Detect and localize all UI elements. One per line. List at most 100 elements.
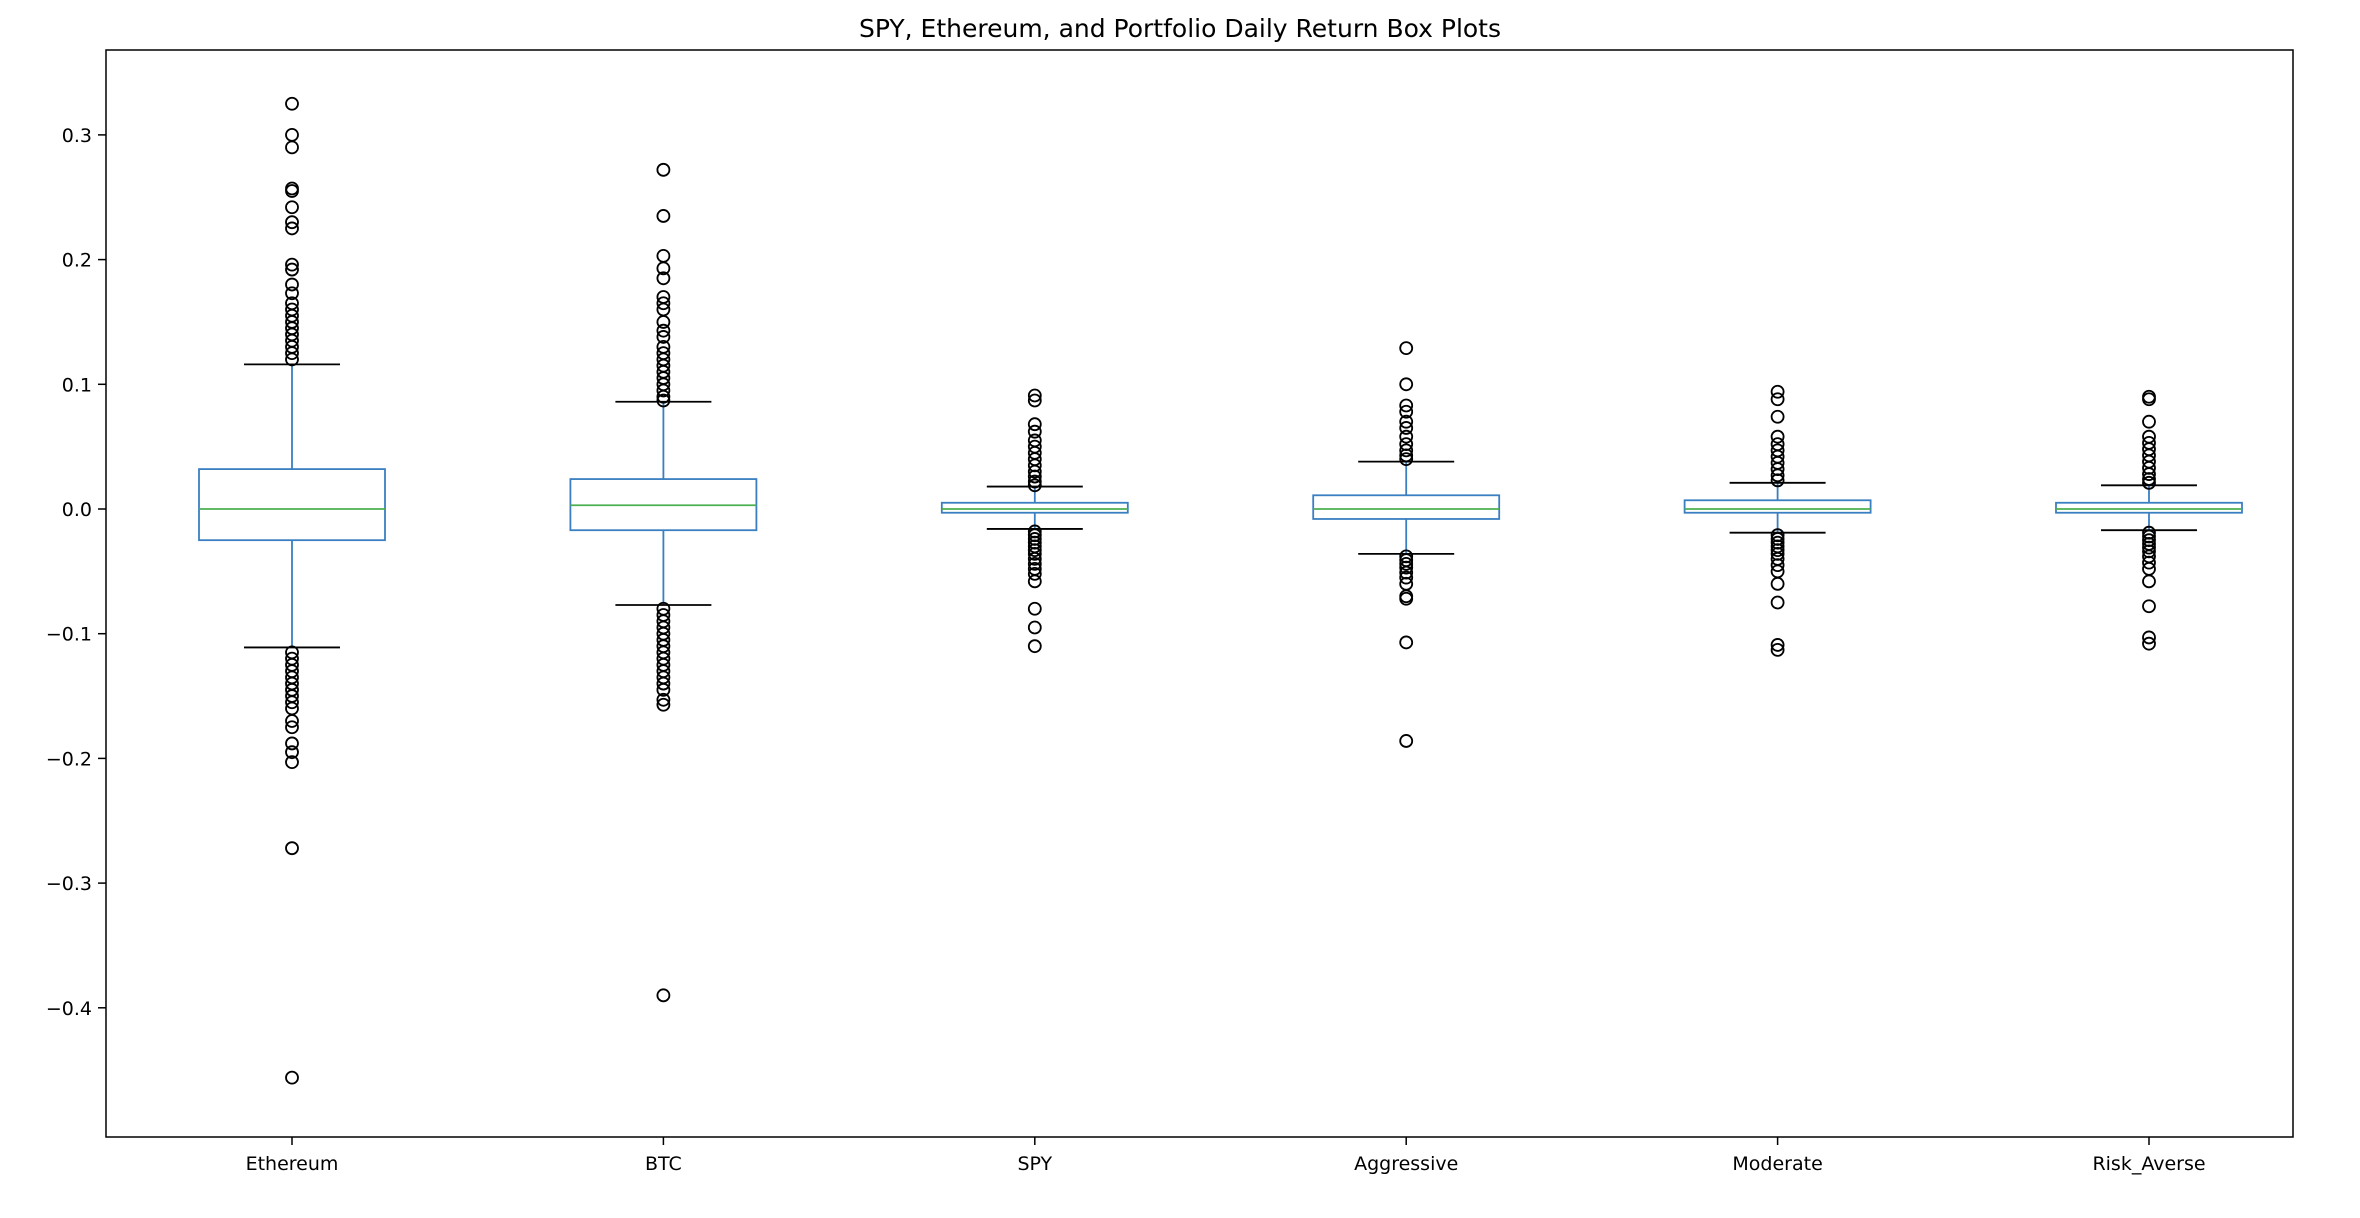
flier-point <box>1399 429 1414 444</box>
flier-point <box>285 127 299 142</box>
iqr-box <box>1683 499 1872 514</box>
flier-point <box>656 162 671 177</box>
flier-point <box>1770 595 1785 610</box>
flier-point <box>1027 566 1042 581</box>
flier-point <box>285 96 299 111</box>
flier-point <box>656 692 671 707</box>
box-btc <box>569 162 758 1003</box>
flier-point <box>1027 556 1042 571</box>
flier-point <box>2142 636 2156 651</box>
box-moderate <box>1683 384 1872 657</box>
x-tick-label: Risk_Averse <box>2092 1153 2205 1175</box>
flier-point <box>2142 467 2156 481</box>
flier-point <box>1399 377 1414 392</box>
iqr-box <box>940 501 1129 514</box>
flier-point <box>285 755 299 770</box>
flier-point <box>1770 558 1785 573</box>
y-axis: 0.3 0.2 0.1 0.0 −0.1 −0.2 −0.3 −0.4 <box>46 125 106 1020</box>
flier-point <box>285 200 299 215</box>
flier-point <box>2142 630 2156 645</box>
flier-point <box>1770 409 1785 424</box>
box-aggressive <box>1312 341 1501 748</box>
flier-point <box>656 296 671 311</box>
y-tick-label: 0.0 <box>62 499 92 521</box>
flier-point <box>1770 468 1785 483</box>
flier-point <box>1399 556 1414 571</box>
iqr-box <box>198 468 386 542</box>
flier-point <box>285 277 299 292</box>
flier-point <box>1399 404 1414 419</box>
flier-point <box>1770 473 1785 488</box>
flier-point <box>1027 469 1042 484</box>
x-tick-label: BTC <box>645 1153 682 1175</box>
box-risk-averse <box>2055 389 2243 651</box>
flier-point <box>1027 478 1042 493</box>
x-tick-label: Moderate <box>1732 1153 1822 1175</box>
flier-point <box>1027 388 1042 403</box>
flier-point <box>1027 464 1042 479</box>
x-tick-label: Aggressive <box>1354 1153 1458 1175</box>
flier-point <box>656 248 671 263</box>
flier-point <box>285 257 299 272</box>
flier-point <box>1399 421 1414 435</box>
flier-point <box>656 676 671 691</box>
flier-point <box>1399 443 1414 458</box>
flier-point <box>1399 570 1414 585</box>
flier-point <box>1399 734 1414 748</box>
flier-point <box>1399 448 1414 463</box>
flier-point <box>656 315 671 329</box>
flier-point <box>1399 591 1414 606</box>
flier-point <box>656 697 671 712</box>
flier-point <box>2142 574 2156 589</box>
y-tick-label: −0.4 <box>46 998 92 1020</box>
x-tick-label: Ethereum <box>246 1153 339 1175</box>
x-axis: Ethereum BTC SPY Aggressive Moderate Risk_Ave… <box>246 1137 2206 1175</box>
flier-point <box>285 714 299 728</box>
flier-point <box>1770 429 1785 444</box>
iqr-box <box>2055 501 2243 514</box>
y-tick-label: 0.1 <box>62 374 92 396</box>
flier-point <box>285 346 299 361</box>
axes-frame <box>105 49 2294 1138</box>
chart-title: SPY, Ethereum, and Portfolio Daily Retur… <box>858 14 1502 43</box>
flier-point <box>1027 393 1042 408</box>
y-tick-label: 0.2 <box>62 250 92 272</box>
flier-point <box>285 736 299 751</box>
flier-point <box>656 682 671 697</box>
flier-point <box>1027 546 1042 561</box>
y-tick-label: −0.3 <box>46 873 92 895</box>
y-tick-label: 0.3 <box>62 125 92 147</box>
flier-point <box>1027 574 1042 589</box>
flier-point <box>656 323 671 338</box>
flier-point <box>1770 392 1785 407</box>
flier-point <box>1770 576 1785 591</box>
box-spy <box>940 388 1129 654</box>
flier-point <box>2142 599 2156 614</box>
flier-point <box>285 352 299 367</box>
flier-point <box>2142 475 2156 490</box>
flier-point <box>285 221 299 236</box>
flier-point <box>285 262 299 277</box>
flier-point <box>285 140 299 155</box>
flier-point <box>2142 555 2156 570</box>
flier-point <box>1027 417 1042 432</box>
flier-point <box>285 1070 299 1085</box>
flier-point <box>1399 635 1414 650</box>
flier-point <box>656 271 671 286</box>
y-tick-label: −0.2 <box>46 748 92 770</box>
flier-point <box>285 286 299 301</box>
flier-point <box>656 261 671 276</box>
flier-point <box>656 393 671 408</box>
flier-point <box>656 330 671 344</box>
flier-point <box>656 988 671 1003</box>
flier-point <box>285 695 299 710</box>
boxes-layer <box>198 96 2243 1085</box>
flier-point <box>1027 424 1042 439</box>
iqr-box <box>1312 494 1501 520</box>
flier-point <box>656 383 671 398</box>
flier-point <box>285 841 299 856</box>
flier-point <box>1027 620 1042 635</box>
flier-point <box>1399 452 1414 467</box>
flier-point <box>2142 414 2156 429</box>
